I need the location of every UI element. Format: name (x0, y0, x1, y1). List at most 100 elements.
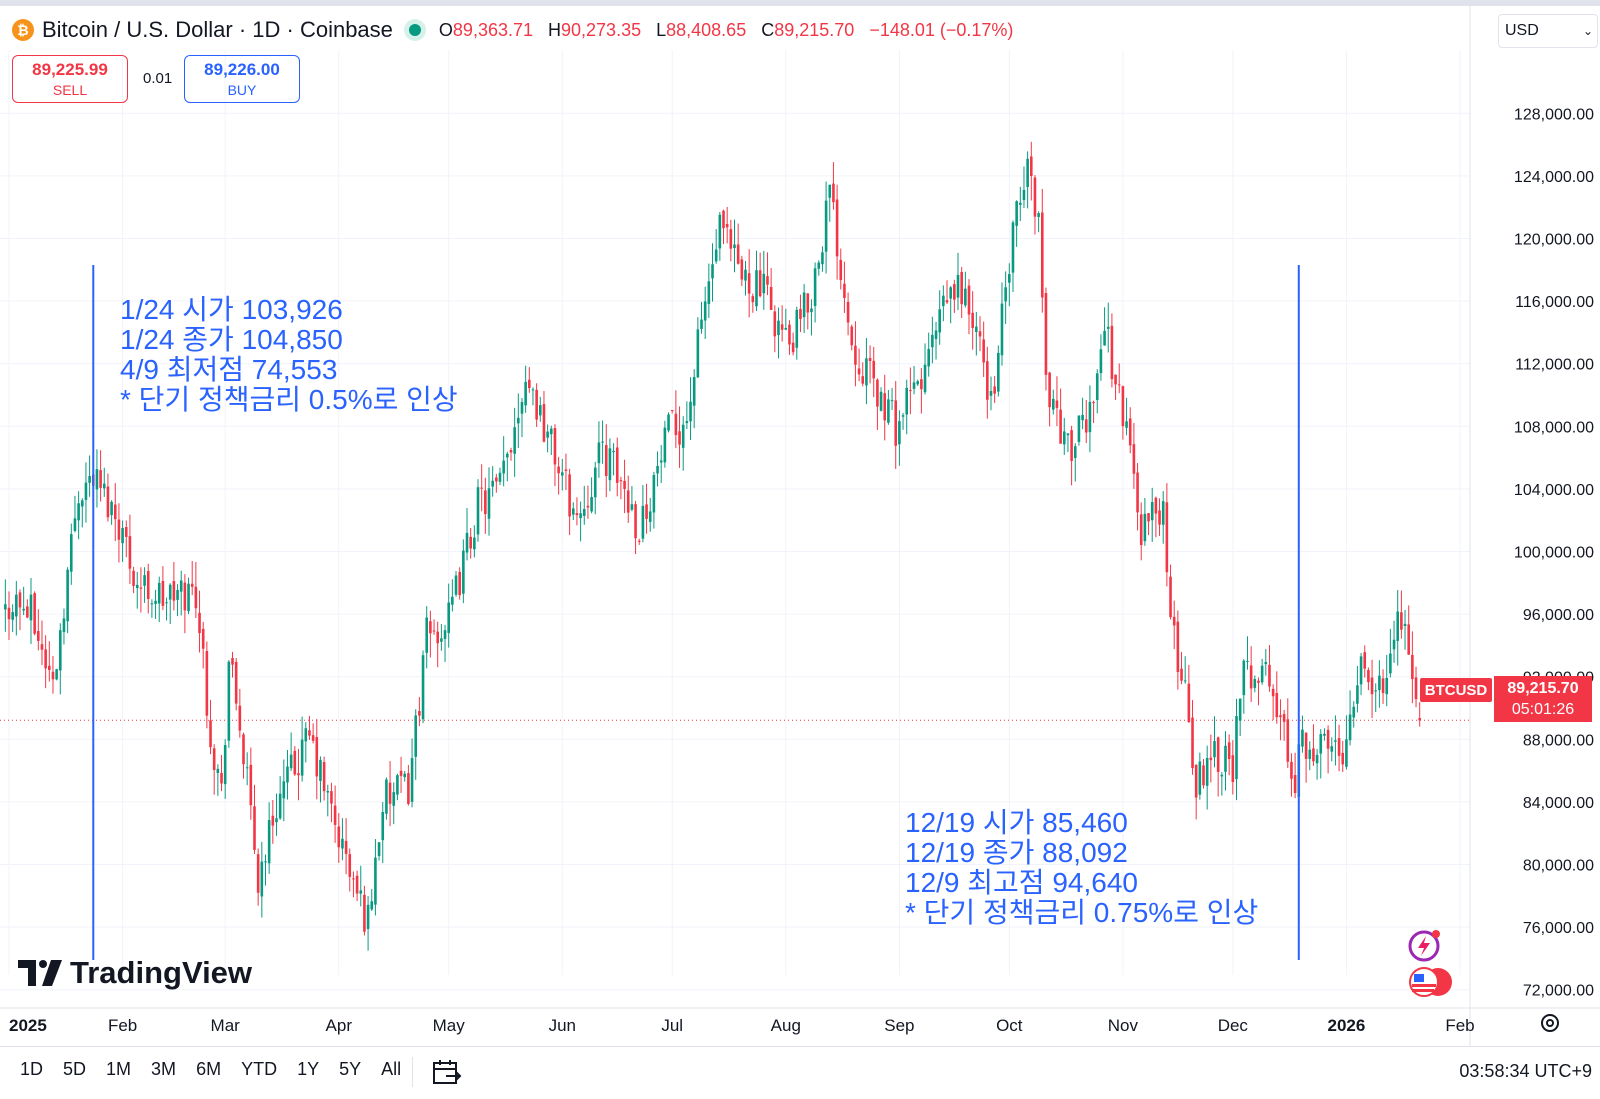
candle-body (363, 894, 366, 932)
grid (0, 0, 1600, 1046)
candle-body (392, 792, 396, 806)
candle-body (1301, 729, 1304, 747)
candle-body (1359, 656, 1363, 685)
candle-body (1378, 675, 1381, 691)
candle-body (821, 252, 824, 265)
candle-body (747, 273, 751, 294)
y-tick-label: 124,000.00 (1514, 169, 1594, 186)
candle-body (143, 575, 146, 586)
candle-body (498, 472, 502, 482)
candle-body (813, 268, 817, 307)
annotation-line: 12/19 종가 88,092 (905, 837, 1128, 868)
candle-body (692, 377, 696, 406)
buy-button[interactable]: 89,226.00 BUY (184, 55, 300, 103)
tradingview-logo[interactable]: TradingView (18, 955, 252, 991)
candle-body (377, 842, 381, 857)
range-3m[interactable]: 3M (151, 1059, 177, 1079)
annotation-left[interactable]: 1/24 시가 103,926 1/24 종가 104,850 4/9 최저점 … (120, 295, 458, 415)
candle-body (1008, 274, 1011, 283)
candle-body (469, 536, 472, 549)
sell-button[interactable]: 89,225.99 SELL (12, 55, 128, 103)
annotation-right[interactable]: 12/19 시가 85,460 12/19 종가 88,092 12/9 최고점… (905, 808, 1258, 928)
last-price: 89,215.70 (1507, 680, 1579, 697)
sell-label: SELL (52, 82, 88, 98)
x-tick-label: Mar (211, 1016, 241, 1035)
candle-body (835, 199, 839, 257)
candle-body (1106, 326, 1110, 329)
candle-body (623, 480, 626, 489)
candle-body (520, 402, 524, 414)
candle-body (106, 486, 110, 518)
candle-body (832, 183, 835, 203)
candle-body (51, 671, 55, 680)
clock-timezone[interactable]: 03:58:34 UTC+9 (1459, 1061, 1592, 1081)
candle-body (355, 875, 359, 894)
candle-body (1282, 714, 1286, 722)
range-1d[interactable]: 1D (20, 1059, 44, 1079)
last-price-tag: 89,215.70 05:01:26 (1494, 676, 1592, 722)
candle-body (77, 503, 80, 521)
symbol-title[interactable]: Bitcoin / U.S. Dollar · 1D · Coinbase (42, 17, 393, 42)
candle-body (1026, 158, 1029, 188)
candle-body (755, 270, 758, 307)
x-tick-label: May (433, 1016, 466, 1035)
currency-select[interactable]: USD ⌄ (1498, 14, 1598, 48)
candle-body (1066, 433, 1070, 436)
range-5d[interactable]: 5D (63, 1059, 87, 1079)
symbol-header[interactable]: ₿ Bitcoin / U.S. Dollar · 1D · Coinbase … (12, 14, 1023, 46)
candle-body (1143, 513, 1147, 542)
range-1m[interactable]: 1M (106, 1059, 132, 1079)
range-6m[interactable]: 6M (196, 1059, 222, 1079)
chevron-down-icon: ⌄ (1582, 24, 1593, 38)
us-flag-icon[interactable] (1408, 966, 1456, 998)
candle-body (513, 427, 516, 454)
candle-body (381, 812, 385, 841)
candle-body (802, 292, 806, 318)
candle-body (282, 781, 286, 799)
price-chart[interactable]: 128,000.00 124,000.00 120,000.00 116,000.00… (0, 0, 1600, 1046)
candle-body (703, 301, 707, 321)
x-tick-label: Feb (1445, 1016, 1474, 1035)
candle-body (1132, 444, 1136, 474)
candle-body (652, 475, 656, 513)
candle-body (1264, 661, 1268, 665)
market-status-icon[interactable] (408, 24, 421, 36)
candle-body (484, 490, 487, 515)
candle-body (1337, 738, 1341, 756)
candle-body (725, 223, 729, 228)
candle-body (1044, 293, 1048, 375)
candle-body (1213, 741, 1216, 758)
candle-body (1150, 502, 1154, 521)
range-ytd[interactable]: YTD (241, 1059, 278, 1079)
candle-body (249, 764, 253, 806)
range-1y[interactable]: 1Y (297, 1059, 320, 1079)
candle-body (1403, 623, 1407, 626)
candle-body (154, 600, 157, 604)
settings-icon[interactable] (1539, 1012, 1561, 1034)
candle-body (1037, 213, 1040, 217)
candle-body (1147, 513, 1150, 522)
candle-body (964, 288, 967, 306)
x-axis: 2025 Feb Mar Apr May Jun Jul Aug Sep Oct Nov Dec 202… (9, 1016, 1475, 1035)
candle-body (696, 329, 700, 378)
candle-body (1033, 177, 1037, 217)
candle-body (641, 505, 645, 539)
calendar-range-icon[interactable] (432, 1059, 462, 1087)
candle-body (876, 379, 879, 407)
range-5y[interactable]: 5Y (339, 1059, 362, 1079)
candle-body (1121, 386, 1125, 427)
tradingview-icon (18, 960, 62, 986)
candle-body (553, 428, 557, 465)
ohlc-values: O89,363.71 H90,273.35 L88,408.65 C89,215… (439, 20, 1024, 41)
candle-body (997, 352, 1000, 392)
candle-body (568, 474, 571, 517)
currency-value: USD (1505, 22, 1539, 39)
assistant-icon[interactable] (1404, 928, 1444, 964)
candle-body (1352, 706, 1356, 718)
candle-body (113, 504, 117, 520)
range-all[interactable]: All (381, 1059, 402, 1079)
candle-body (678, 431, 681, 445)
candle-body (161, 580, 165, 606)
candle-body (201, 628, 205, 649)
candle-body (26, 606, 29, 618)
